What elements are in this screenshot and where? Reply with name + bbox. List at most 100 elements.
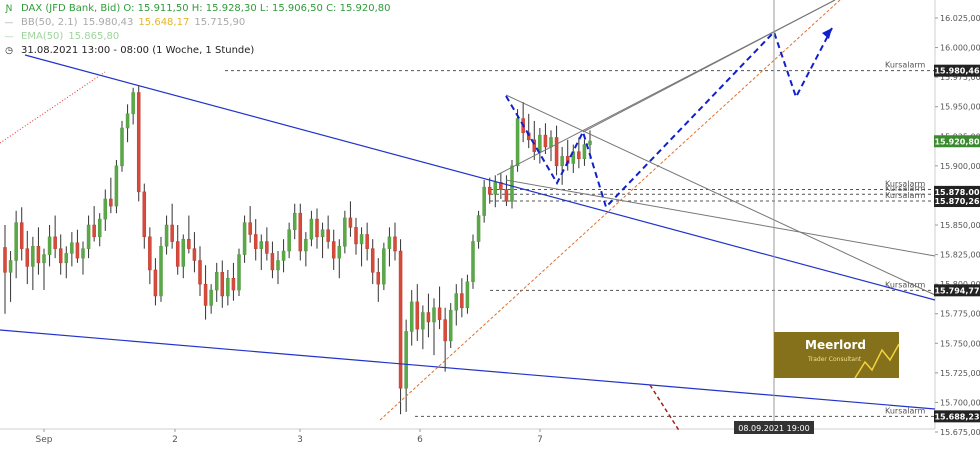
candle bbox=[75, 229, 80, 263]
watermark-logo: Meerlord Trader Consultant bbox=[774, 332, 900, 379]
legend-bb-label[interactable]: BB(50, 2.1) bbox=[21, 17, 78, 28]
candle bbox=[499, 172, 503, 199]
indicator-line-icon: — bbox=[4, 18, 14, 28]
candle bbox=[42, 248, 46, 291]
watermark-title: Meerlord bbox=[805, 338, 866, 352]
candle bbox=[292, 203, 297, 240]
candle bbox=[226, 269, 230, 306]
legend-ema-label[interactable]: EMA(50) bbox=[21, 31, 64, 42]
candle bbox=[175, 225, 180, 275]
candle-body bbox=[292, 212, 297, 230]
candle bbox=[543, 123, 548, 155]
legend-ema-value: 15.865,80 bbox=[68, 31, 120, 42]
candle-body bbox=[265, 241, 269, 254]
channel-line-extra bbox=[582, 0, 836, 133]
candle-body bbox=[81, 248, 85, 259]
candle-body bbox=[343, 217, 347, 247]
candle-body bbox=[387, 236, 392, 249]
watermark-line bbox=[854, 343, 900, 379]
candle bbox=[47, 225, 52, 267]
candle bbox=[131, 87, 135, 125]
candle-body bbox=[226, 277, 230, 297]
candle-body bbox=[47, 236, 52, 255]
legend-period: 31.08.2021 13:00 - 08:00 (1 Woche, 1 Stu… bbox=[21, 45, 255, 56]
x-tick-label: 7 bbox=[537, 435, 543, 445]
candle-body bbox=[276, 260, 280, 271]
trend-line-dark-red bbox=[649, 384, 681, 433]
candle bbox=[571, 144, 576, 173]
price-tag-label: 15.870,26 bbox=[934, 197, 979, 206]
candle bbox=[415, 284, 420, 341]
candle bbox=[331, 229, 336, 270]
candle-body bbox=[315, 218, 319, 238]
candle bbox=[560, 146, 564, 185]
candle-body bbox=[142, 191, 147, 238]
trend-line-upper bbox=[24, 54, 936, 301]
candle bbox=[359, 227, 364, 267]
candle-body bbox=[365, 234, 369, 249]
price-tag-box bbox=[934, 410, 980, 423]
candle bbox=[53, 215, 57, 259]
candle bbox=[103, 189, 108, 231]
candle-body bbox=[510, 165, 514, 202]
candle-body bbox=[298, 212, 303, 252]
watermark-subtitle: Trader Consultant bbox=[807, 356, 862, 363]
candle-body bbox=[398, 250, 403, 389]
candle-body bbox=[19, 222, 24, 249]
candle bbox=[265, 227, 269, 261]
candle bbox=[354, 217, 358, 255]
candle-body bbox=[103, 198, 108, 220]
candle-body bbox=[460, 293, 464, 309]
candle-body bbox=[465, 281, 470, 309]
projection-path bbox=[505, 27, 833, 209]
x-tick-label: 2 bbox=[172, 435, 178, 445]
candle bbox=[259, 234, 264, 270]
candle-body bbox=[14, 222, 18, 261]
candle bbox=[376, 258, 381, 302]
candle bbox=[387, 227, 392, 267]
candle-body bbox=[175, 241, 180, 267]
candle-body bbox=[504, 189, 509, 202]
candle-body bbox=[214, 272, 219, 291]
candle-body bbox=[415, 301, 420, 330]
candle-body bbox=[304, 238, 308, 252]
candle-body bbox=[560, 156, 564, 167]
watermark-overlay bbox=[774, 332, 899, 378]
candle-body bbox=[114, 165, 119, 207]
candle-body bbox=[92, 224, 96, 238]
candle-body bbox=[426, 312, 431, 323]
candle bbox=[532, 120, 537, 160]
candle bbox=[70, 232, 74, 267]
candle-body bbox=[136, 92, 141, 193]
candle-body bbox=[493, 182, 498, 195]
x-tick-label: 3 bbox=[297, 435, 303, 445]
crosshair-label: 08.09.2021 19:00 bbox=[738, 424, 809, 433]
price-tag: 15.878,00 bbox=[934, 185, 980, 198]
candle-body bbox=[382, 248, 386, 285]
candle-body bbox=[326, 229, 330, 242]
candle bbox=[370, 239, 375, 285]
y-tick-label: 15.975,00 bbox=[940, 73, 980, 82]
alarm-label: Kursalarm bbox=[885, 406, 926, 415]
candle bbox=[253, 219, 258, 261]
candle bbox=[404, 319, 408, 412]
candle bbox=[454, 284, 459, 326]
price-tag-label: 15.920,80 bbox=[934, 137, 979, 146]
candle-body bbox=[192, 248, 197, 261]
alarm-label: Kursalarm bbox=[885, 180, 926, 189]
trend-line-lower bbox=[0, 329, 936, 410]
candle-body bbox=[337, 246, 342, 259]
candle bbox=[471, 234, 475, 289]
legend-bb-upper: 15.648,17 bbox=[138, 17, 190, 28]
candle-body bbox=[58, 248, 63, 264]
candle-body bbox=[499, 182, 503, 190]
candle bbox=[493, 175, 498, 208]
candle-body bbox=[359, 234, 364, 245]
candle-body bbox=[487, 186, 492, 195]
y-tick-label: 15.775,00 bbox=[940, 310, 980, 319]
candle-body bbox=[131, 92, 135, 115]
candle bbox=[114, 159, 119, 214]
candle-body bbox=[526, 132, 531, 141]
